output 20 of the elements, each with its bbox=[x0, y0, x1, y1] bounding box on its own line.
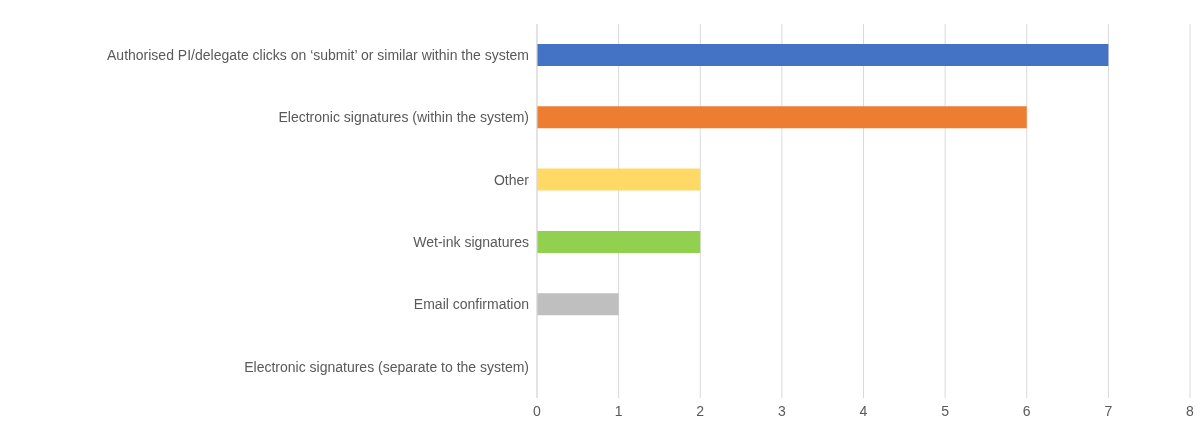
x-tick-label: 3 bbox=[777, 402, 786, 419]
x-tick-label: 5 bbox=[941, 402, 950, 419]
y-tick-label: Authorised PI/delegate clicks on ‘submit’ or similar within the system bbox=[107, 47, 529, 64]
y-tick-label: Electronic signatures (within the system) bbox=[278, 109, 529, 126]
x-tick-label: 0 bbox=[533, 402, 542, 419]
y-tick-label: Other bbox=[493, 171, 530, 188]
bar bbox=[537, 293, 619, 316]
x-tick-label: 8 bbox=[1186, 402, 1195, 419]
y-tick-label: Electronic signatures (separate to the system) bbox=[244, 358, 529, 375]
bar bbox=[537, 106, 1027, 129]
bar bbox=[537, 230, 701, 253]
bar bbox=[537, 168, 701, 191]
y-tick-label: Email confirmation bbox=[413, 296, 529, 313]
x-tick-label: 6 bbox=[1022, 402, 1031, 419]
bar bbox=[537, 43, 1109, 66]
y-tick-label: Wet-ink signatures bbox=[413, 234, 529, 251]
x-tick-label: 1 bbox=[614, 402, 623, 419]
x-tick-label: 2 bbox=[696, 402, 705, 419]
x-tick-label: 7 bbox=[1104, 402, 1113, 419]
x-tick-label: 4 bbox=[859, 402, 868, 419]
